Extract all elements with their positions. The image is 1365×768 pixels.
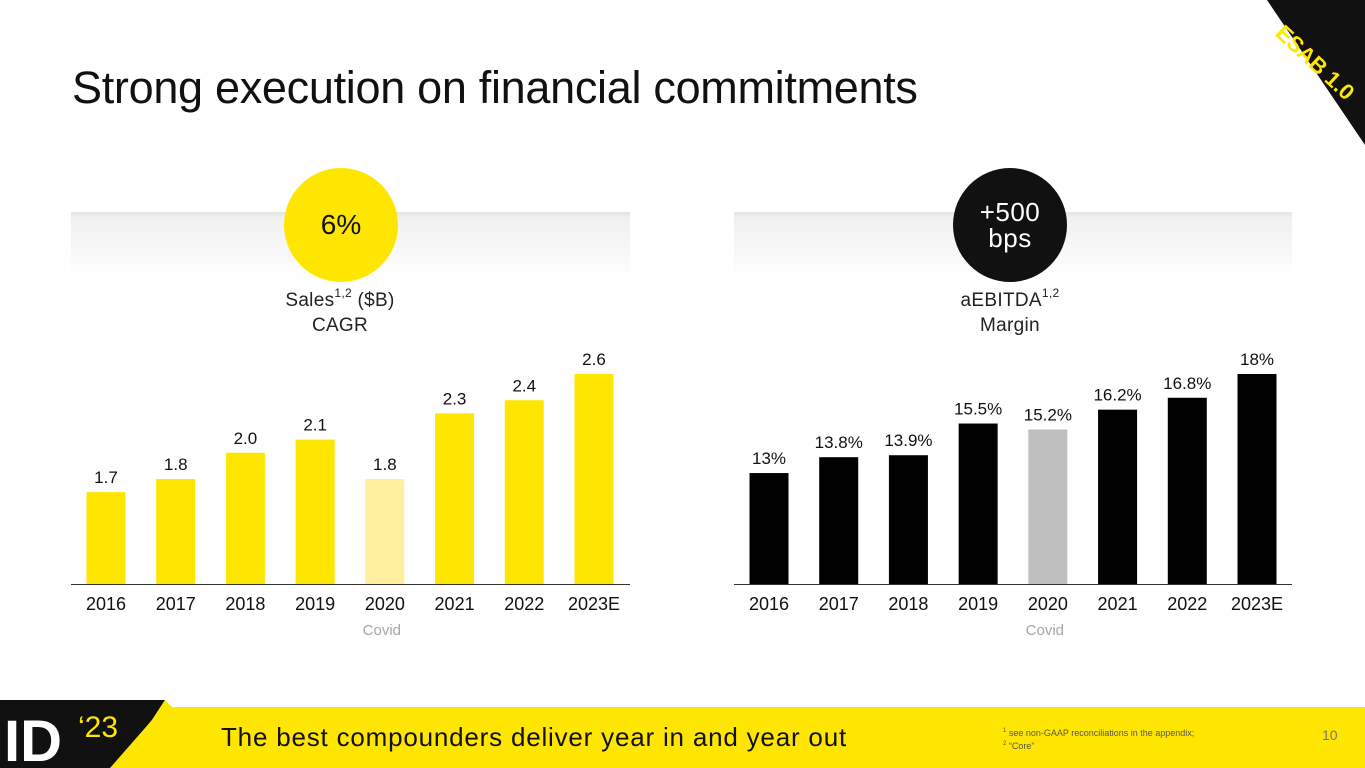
sales-tick-label: 2017 bbox=[156, 594, 196, 614]
margin-bar bbox=[819, 457, 859, 584]
sales-metric-sub: CAGR bbox=[311, 315, 369, 336]
slide-title: Strong execution on financial commitment… bbox=[72, 62, 918, 113]
margin-bar bbox=[1028, 429, 1068, 584]
footer-tagline: The best compounders deliver year in and… bbox=[221, 722, 847, 752]
margin-data-label: 18% bbox=[1240, 350, 1274, 369]
sales-data-label: 2.6 bbox=[582, 350, 606, 369]
margin-tick-label: 2020 bbox=[1028, 594, 1068, 614]
margin-bar-chart: 13% 2016 13.8% 2017 13.9% 2018 15.5% 2019 15.2% 2… bbox=[734, 350, 1292, 639]
sales-tick-label: 2018 bbox=[225, 594, 265, 614]
margin-bar bbox=[749, 473, 789, 584]
sales-data-label: 2.4 bbox=[512, 376, 536, 395]
margin-bps-value: +500 bps bbox=[979, 197, 1041, 253]
footnote-2: 2 “Core” bbox=[1003, 741, 1034, 751]
margin-bar bbox=[1167, 397, 1207, 584]
margin-metric-label: aEBITDA1,2 Margin bbox=[900, 286, 1120, 338]
margin-bar bbox=[1098, 409, 1138, 584]
sales-data-label: 1.7 bbox=[94, 468, 118, 487]
margin-data-label: 16.8% bbox=[1163, 374, 1211, 393]
logo-year: ‘23 bbox=[78, 711, 118, 744]
sales-tick-label: 2020 bbox=[365, 594, 405, 614]
margin-tick-label: 2016 bbox=[749, 594, 789, 614]
margin-bar bbox=[1237, 374, 1277, 584]
footnote-1-text: see non-GAAP reconciliations in the appe… bbox=[1008, 728, 1195, 738]
margin-tick-label: 2017 bbox=[819, 594, 859, 614]
sales-bar bbox=[225, 452, 265, 584]
sales-metric-name: Sales bbox=[285, 290, 335, 311]
sales-bar bbox=[156, 479, 196, 584]
margin-data-label: 15.5% bbox=[954, 400, 1002, 419]
margin-covid-note: Covid bbox=[1026, 622, 1064, 639]
footnote-2-text: “Core” bbox=[1008, 741, 1035, 751]
margin-metric-name: aEBITDA bbox=[960, 290, 1042, 311]
sales-data-label: 1.8 bbox=[164, 455, 188, 474]
sales-metric-label: Sales1,2 ($B) CAGR bbox=[230, 286, 450, 338]
margin-tick-label: 2022 bbox=[1167, 594, 1207, 614]
footnote-1-mark: 1 bbox=[1003, 728, 1007, 734]
sales-tick-label: 2021 bbox=[435, 594, 475, 614]
sales-cagr-bubble: 6% bbox=[284, 168, 398, 282]
sales-metric-footnote: 1,2 bbox=[334, 286, 352, 300]
sales-bar bbox=[504, 400, 544, 584]
sales-data-label: 2.0 bbox=[234, 429, 258, 448]
sales-tick-label: 2019 bbox=[295, 594, 335, 614]
sales-tick-label: 2016 bbox=[86, 594, 126, 614]
margin-metric-sub: Margin bbox=[980, 315, 1040, 336]
margin-bar bbox=[888, 455, 928, 584]
page-number: 10 bbox=[1322, 727, 1338, 743]
logo-id: ID bbox=[4, 709, 62, 768]
id23-logo: ID ‘23 bbox=[0, 700, 172, 768]
footnote-2-mark: 2 bbox=[1003, 741, 1007, 747]
sales-bar bbox=[574, 374, 614, 584]
margin-data-label: 13.8% bbox=[815, 433, 863, 452]
margin-data-label: 13.9% bbox=[884, 431, 932, 450]
esab-corner-badge: ESAB 1.0 bbox=[1267, 0, 1365, 145]
sales-bar bbox=[86, 492, 126, 584]
footer-bar bbox=[0, 707, 1365, 768]
margin-data-label: 16.2% bbox=[1093, 386, 1141, 405]
margin-data-label: 15.2% bbox=[1024, 405, 1072, 424]
sales-bar-chart: 1.7 2016 1.8 2017 2.0 2018 2.1 2019 1.8 2020 Covid… bbox=[71, 350, 630, 639]
margin-tick-label: 2023E bbox=[1231, 594, 1283, 614]
margin-metric-footnote: 1,2 bbox=[1041, 286, 1060, 300]
sales-bar bbox=[365, 479, 405, 584]
margin-data-label: 13% bbox=[752, 449, 786, 468]
sales-tick-label: 2023E bbox=[568, 594, 620, 614]
sales-metric-unit: ($B) bbox=[351, 290, 395, 311]
margin-bps-bubble: +500 bps bbox=[953, 168, 1067, 282]
margin-bar bbox=[958, 423, 998, 584]
footnote-1: 1 see non-GAAP reconciliations in the ap… bbox=[1003, 728, 1194, 738]
sales-bar bbox=[435, 413, 475, 584]
sales-data-label: 2.1 bbox=[303, 416, 327, 435]
margin-tick-label: 2021 bbox=[1098, 594, 1138, 614]
margin-tick-label: 2019 bbox=[958, 594, 998, 614]
sales-tick-label: 2022 bbox=[504, 594, 544, 614]
sales-covid-note: Covid bbox=[363, 622, 401, 639]
sales-cagr-value: 6% bbox=[320, 209, 362, 240]
sales-bar bbox=[295, 439, 335, 584]
margin-tick-label: 2018 bbox=[888, 594, 928, 614]
sales-data-label: 1.8 bbox=[373, 455, 397, 474]
sales-data-label: 2.3 bbox=[443, 389, 467, 408]
